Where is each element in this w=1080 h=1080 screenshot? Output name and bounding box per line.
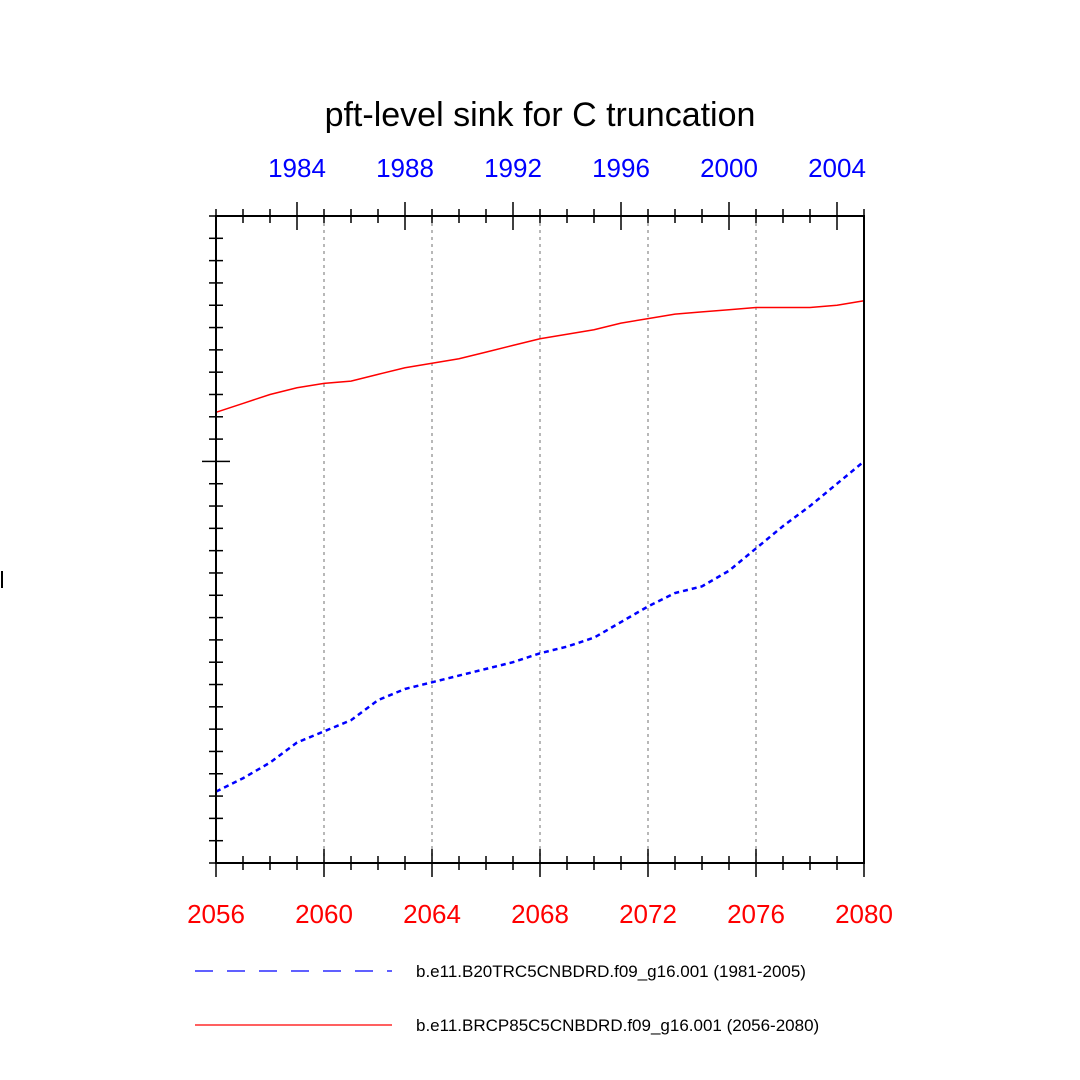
- series-line-2: [215, 300, 865, 414]
- x-bottom-tick-label: 2080: [835, 899, 893, 929]
- x-top-tick-label: 1992: [484, 153, 542, 183]
- grid: [323, 216, 757, 863]
- legend-label-1: b.e11.B20TRC5CNBDRD.f09_g16.001 (1981-20…: [416, 962, 806, 981]
- series-line-1: [215, 460, 865, 793]
- x-bottom-tick-label: 2072: [619, 899, 677, 929]
- legend-label-2: b.e11.BRCP85C5CNBDRD.f09_g16.001 (2056-2…: [416, 1016, 819, 1035]
- x-bottom-tick-label: 2076: [727, 899, 785, 929]
- x-top-tick-label: 2004: [808, 153, 866, 183]
- x-top-tick-label: 1988: [376, 153, 434, 183]
- x-top-tick-label: 1996: [592, 153, 650, 183]
- x-top-tick-label: 2000: [700, 153, 758, 183]
- x-bottom-tick-label: 2060: [295, 899, 353, 929]
- x-bottom-tick-label: 2056: [187, 899, 245, 929]
- x-top-tick-label: 1984: [268, 153, 326, 183]
- axis-ticks: [202, 202, 865, 877]
- tick-labels: 0.000003350.000003400.000003450.00000350…: [187, 153, 893, 929]
- x-bottom-tick-label: 2068: [511, 899, 569, 929]
- series-lines: [215, 300, 865, 793]
- x-bottom-tick-label: 2064: [403, 899, 461, 929]
- legend: b.e11.B20TRC5CNBDRD.f09_g16.001 (1981-20…: [195, 962, 819, 1035]
- chart-title: pft-level sink for C truncation: [325, 96, 756, 134]
